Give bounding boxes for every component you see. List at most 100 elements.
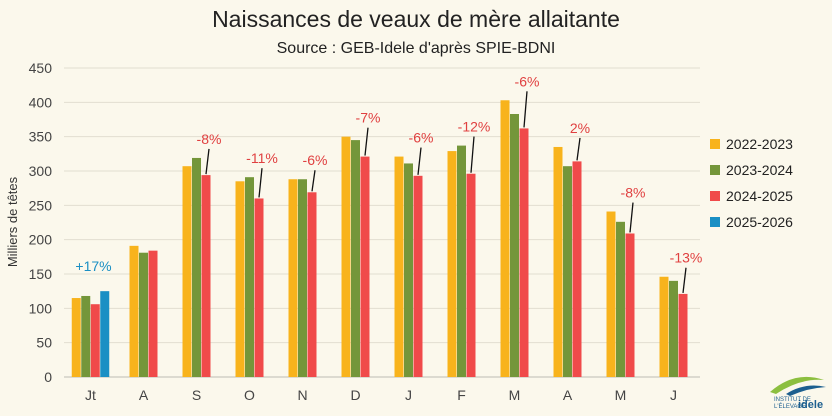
annotation-leader-line [364, 127, 369, 156]
bar [90, 304, 100, 377]
bar [572, 161, 582, 377]
annotation-label: -13% [670, 250, 703, 266]
annotation-label: -6% [515, 73, 540, 89]
bar [404, 163, 413, 377]
bar [466, 173, 476, 377]
x-tick-label: J [405, 387, 412, 403]
bar [563, 166, 572, 377]
bar [100, 291, 110, 377]
legend-label: 2023-2024 [726, 162, 793, 178]
x-tick-label: J [670, 387, 677, 403]
annotation-leader-line [470, 136, 475, 173]
x-tick-label: A [563, 387, 573, 403]
bar [360, 156, 370, 377]
annotation-leader-line [205, 148, 210, 175]
x-tick-label: Jt [85, 387, 96, 403]
logo-swoosh-green [770, 376, 824, 394]
annotation-label: -6% [303, 152, 328, 168]
bar [148, 250, 158, 377]
bar [341, 136, 351, 377]
bar [519, 128, 529, 377]
x-tick-label: S [192, 387, 201, 403]
chart-subtitle: Source : GEB-Idele d'après SPIE-BDNI [277, 40, 556, 57]
x-tick-label: O [244, 387, 255, 403]
legend-swatch [710, 191, 720, 201]
legend-label: 2022-2023 [726, 136, 793, 152]
bar [71, 298, 81, 377]
bar [553, 146, 563, 377]
bar [351, 140, 360, 377]
annotation-label: -8% [621, 185, 646, 201]
logo-brand: idele [798, 399, 823, 411]
y-tick-label: 250 [29, 197, 53, 213]
bar [606, 211, 616, 377]
bars [71, 100, 688, 378]
bar [254, 198, 264, 377]
bar [616, 221, 625, 377]
x-tick-label: A [139, 387, 149, 403]
logo-line1: INSTITUT DE [774, 397, 811, 403]
annotation-label: -12% [458, 119, 491, 135]
gridlines [64, 67, 700, 378]
y-tick-label: 200 [29, 232, 53, 248]
annotation-leader-line [682, 267, 687, 293]
x-tick-label: N [297, 387, 307, 403]
bar [182, 166, 192, 377]
bar [129, 245, 139, 377]
annotations: +17% -8% -11% -6% -7% -6% -12% -6% 2% -8% -13% [75, 73, 702, 293]
bar [510, 114, 519, 378]
bar [669, 280, 678, 377]
annotation-leader-line [629, 202, 634, 233]
x-tick-label: F [457, 387, 466, 403]
bar [192, 157, 201, 377]
bar [413, 175, 423, 377]
annotation-leader-line [417, 147, 422, 175]
x-axis-ticks: Jt A S O N D J F M A M J [85, 387, 677, 403]
y-tick-label: 450 [29, 60, 53, 76]
annotation-leader-line [523, 91, 528, 128]
bar [288, 179, 298, 377]
bar [394, 156, 404, 377]
y-axis-ticks: 0 50 100 150 200 250 300 350 400 450 [29, 60, 53, 385]
bar [500, 100, 510, 378]
annotation-leader-line [311, 170, 316, 192]
y-tick-label: 300 [29, 163, 53, 179]
bar [678, 293, 688, 377]
legend-label: 2024-2025 [726, 188, 793, 204]
annotation-label: +17% [75, 258, 111, 274]
y-tick-label: 150 [29, 266, 53, 282]
bar [235, 181, 245, 377]
x-tick-label: D [350, 387, 360, 403]
legend-label: 2025-2026 [726, 214, 793, 230]
annotation-label: -7% [356, 110, 381, 126]
bar [447, 151, 457, 377]
y-tick-label: 400 [29, 94, 53, 110]
legend-swatch [710, 165, 720, 175]
legend-swatch [710, 217, 720, 227]
annotation-label: -8% [197, 131, 222, 147]
bar [298, 179, 307, 377]
bar [659, 276, 669, 377]
annotation-leader-line [258, 168, 263, 198]
y-axis-label: Milliers de têtes [5, 176, 20, 267]
chart-title: Naissances de veaux de mère allaitante [212, 6, 620, 32]
bar [139, 252, 148, 377]
bar [307, 192, 317, 377]
annotation-label: -6% [409, 130, 434, 146]
y-tick-label: 350 [29, 129, 53, 145]
annotation-label: 2% [570, 120, 590, 136]
y-tick-label: 50 [36, 335, 52, 351]
bar [201, 175, 211, 377]
annotation-label: -11% [246, 150, 278, 166]
legend: 2022-2023 2023-2024 2024-2025 2025-2026 [710, 136, 793, 230]
logo-line2: L'ÉLEVAGE [774, 403, 806, 410]
idele-logo: INSTITUT DE L'ÉLEVAGE idele [770, 376, 826, 411]
bar [81, 295, 91, 377]
bar [625, 233, 635, 377]
y-tick-label: 100 [29, 300, 53, 316]
bar [245, 177, 254, 377]
x-tick-label: M [509, 387, 521, 403]
x-tick-label: M [615, 387, 627, 403]
